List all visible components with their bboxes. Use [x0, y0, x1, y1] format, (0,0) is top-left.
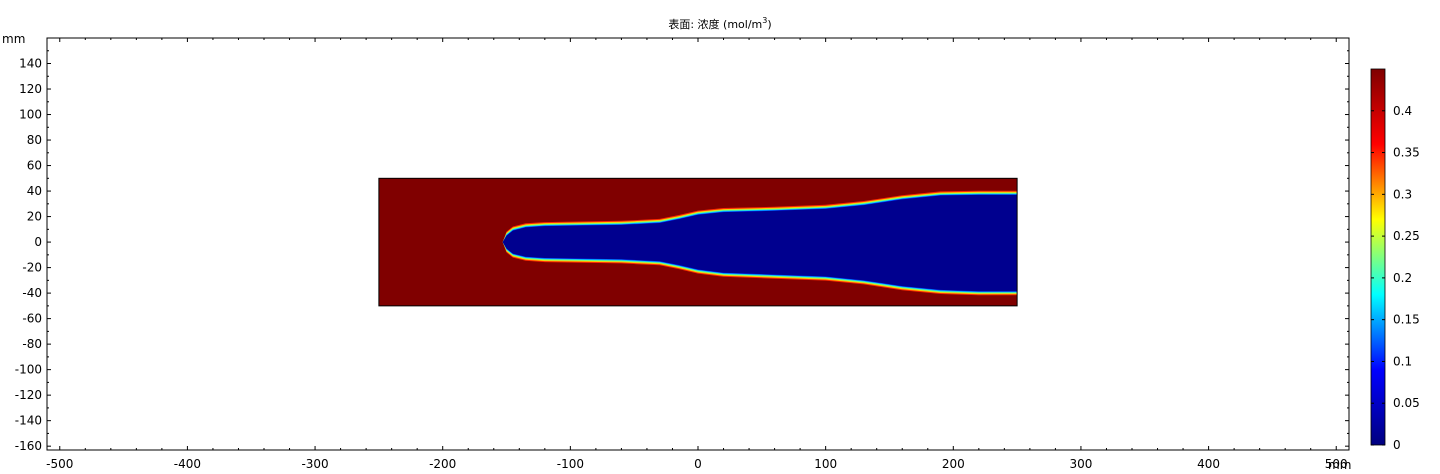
x-tick-label: 400 [1197, 457, 1220, 471]
x-axis: -500 -400 -300 -200 -100 0 100 200 300 400 500 [46, 38, 1348, 471]
x-tick-label: 300 [1069, 457, 1092, 471]
colorbar-tick-label: 0.3 [1393, 187, 1412, 201]
y-unit-label: mm [2, 32, 25, 46]
colorbar-gradient [1370, 68, 1386, 446]
colorbar-tick-label: 0 [1393, 438, 1401, 452]
colorbar-tick-label: 0.25 [1393, 229, 1420, 243]
x-unit-label: mm [1328, 458, 1351, 472]
x-tick-label: 200 [942, 457, 965, 471]
x-tick-label: 100 [814, 457, 837, 471]
colorbar-tick-label: 0.35 [1393, 146, 1420, 160]
y-tick-label: 80 [27, 133, 42, 147]
jet-region [502, 190, 1018, 296]
y-tick-label: -140 [15, 414, 42, 428]
y-tick-label: -20 [22, 261, 42, 275]
y-tick-label: 20 [27, 210, 42, 224]
colorbar: 0.4 0.35 0.3 0.25 0.2 0.15 0.1 0.05 0 [1370, 68, 1420, 452]
x-tick-label: -400 [174, 457, 201, 471]
x-tick-label: 500 [1325, 457, 1348, 471]
x-tick-label: -200 [429, 457, 456, 471]
x-tick-label: -300 [301, 457, 328, 471]
jet-band-5 [502, 194, 1018, 292]
x-tick-label: -100 [557, 457, 584, 471]
colorbar-tick-label: 0.15 [1393, 313, 1420, 327]
y-tick-label: 60 [27, 159, 42, 173]
y-axis: 140 120 100 80 60 40 20 0 -20 -40 -60 -80 -100 -120 -1… [15, 50, 1349, 453]
domain-layer [378, 177, 1018, 307]
y-tick-label: 0 [34, 235, 42, 249]
y-tick-label: -120 [15, 388, 42, 402]
y-tick-label: 100 [19, 108, 42, 122]
y-tick-label: 140 [19, 57, 42, 71]
colorbar-tick-label: 0.4 [1393, 104, 1412, 118]
y-tick-label: -40 [22, 286, 42, 300]
colorbar-tick-label: 0.2 [1393, 271, 1412, 285]
y-tick-label: -160 [15, 439, 42, 453]
colorbar-tick-label: 0.05 [1393, 396, 1420, 410]
chart-title: 表面: 浓度 (mol/m3) [668, 16, 771, 31]
colorbar-tick-label: 0.1 [1393, 354, 1412, 368]
y-tick-label: 40 [27, 184, 42, 198]
x-tick-label: -500 [46, 457, 73, 471]
y-tick-label: -60 [22, 312, 42, 326]
x-tick-label: 0 [694, 457, 702, 471]
domain-outline [378, 177, 1018, 307]
y-tick-label: -100 [15, 363, 42, 377]
y-tick-label: 120 [19, 82, 42, 96]
y-tick-label: -80 [22, 337, 42, 351]
